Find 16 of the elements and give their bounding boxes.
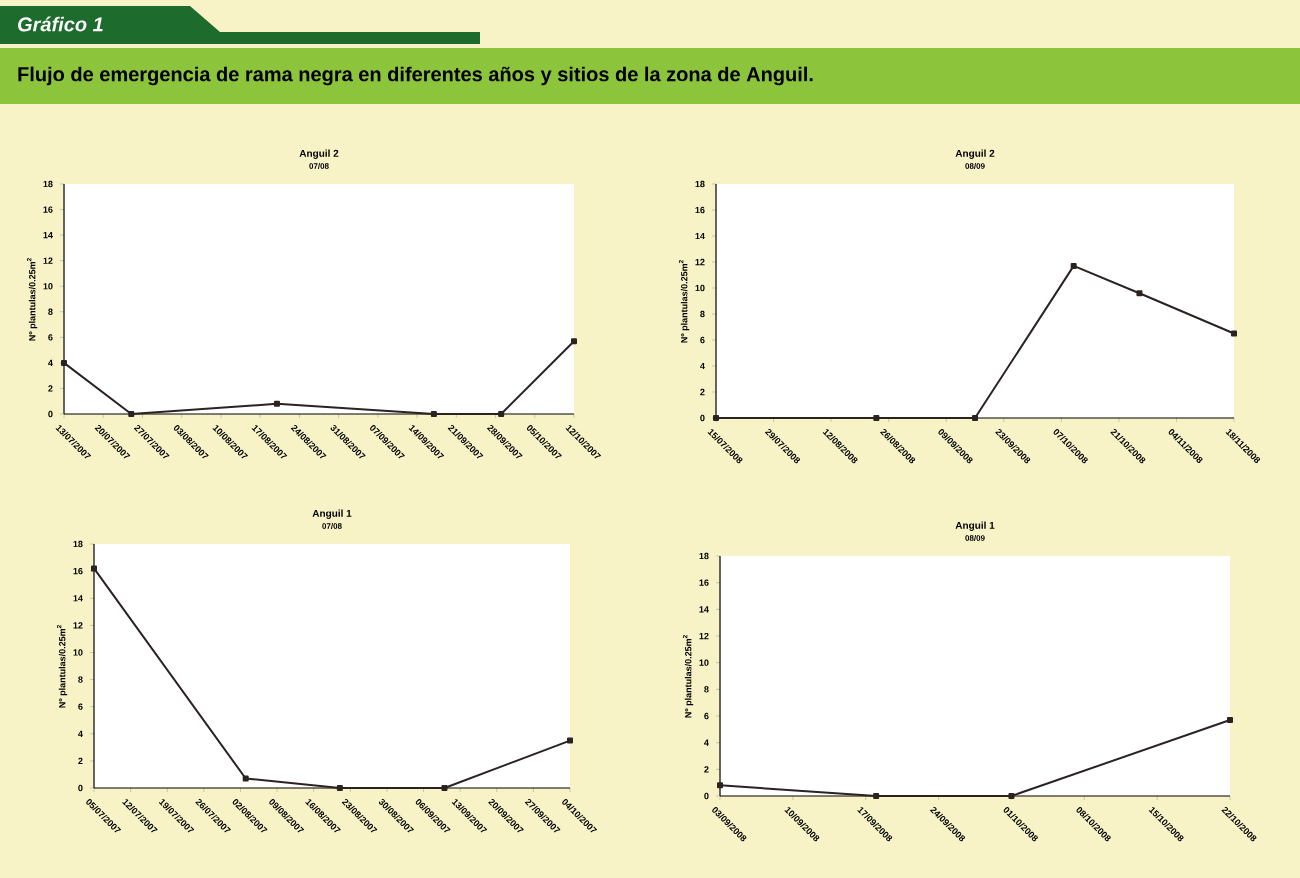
point	[1231, 330, 1238, 337]
text: Flujo de emergencia de rama negra en diferentes años y sitios de la zona de Anguil.	[18, 66, 813, 86]
point	[273, 400, 280, 407]
point	[430, 411, 437, 418]
point	[242, 775, 249, 782]
point	[873, 415, 880, 422]
point	[336, 785, 343, 792]
point	[1227, 717, 1234, 724]
point	[441, 785, 448, 792]
point	[498, 411, 505, 418]
point	[128, 411, 135, 418]
point	[571, 338, 577, 345]
point	[567, 737, 574, 744]
point	[1070, 262, 1077, 269]
point	[717, 782, 724, 789]
text: Gráfico 1	[18, 16, 103, 32]
